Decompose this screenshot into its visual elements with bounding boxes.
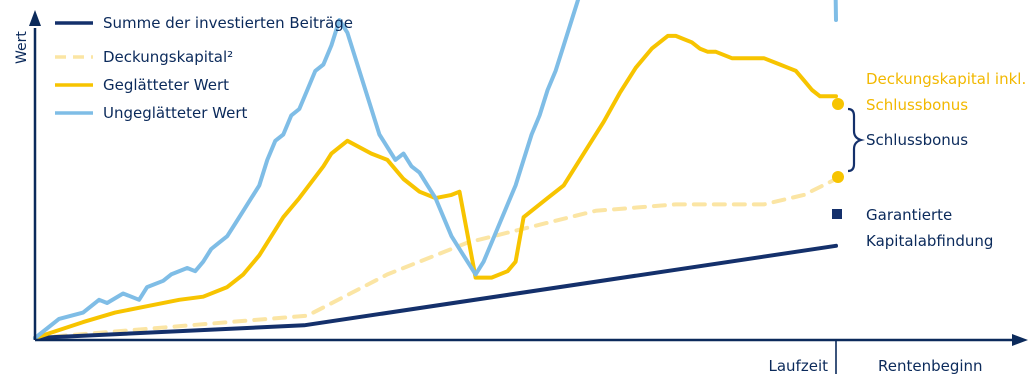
annotation-deckungskapital-inkl-line2: Schlussbonus: [866, 96, 968, 114]
legend-label-geglaettet: Geglätteter Wert: [103, 76, 229, 94]
legend-item-geglaettet: Geglätteter Wert: [55, 76, 229, 94]
legend-item-ungeglaettet: Ungeglätteter Wert: [55, 104, 248, 122]
series-line-ungeglätteter-wert: [33, 0, 838, 340]
legend-item-deckungskapital: Deckungskapital²: [55, 48, 233, 66]
y-axis-arrow: [29, 10, 41, 26]
end-annotations: Deckungskapital inkl. Schlussbonus Schlu…: [832, 70, 1026, 250]
end-dot-lower: [832, 171, 844, 183]
legend: Summe der investierten Beiträge Deckungs…: [55, 14, 353, 122]
legend-label-deckungskapital: Deckungskapital²: [103, 48, 233, 66]
x-label-rentenbeginn: Rentenbeginn: [878, 357, 983, 374]
x-tick-label-laufzeit: Laufzeit: [769, 357, 829, 374]
series-line-deckungskapital: [33, 177, 838, 340]
schlussbonus-brace: [847, 107, 865, 173]
legend-label-summe: Summe der investierten Beiträge: [103, 14, 353, 32]
guarantee-square: [832, 209, 842, 219]
annotation-schlussbonus: Schlussbonus: [866, 131, 968, 149]
x-axis-arrow: [1012, 334, 1028, 346]
legend-item-summe: Summe der investierten Beiträge: [55, 14, 353, 32]
axes: [29, 10, 1028, 374]
legend-label-ungeglaettet: Ungeglätteter Wert: [103, 104, 248, 122]
annotation-garantierte-line1: Garantierte: [866, 206, 952, 224]
end-dot-upper: [832, 98, 844, 110]
annotation-deckungskapital-inkl-line1: Deckungskapital inkl.: [866, 70, 1026, 88]
series-line-summe-der-investierten-beiträge: [33, 243, 838, 340]
annotation-garantierte-line2: Kapitalabfindung: [866, 232, 993, 250]
y-axis-label: Wert: [14, 31, 30, 64]
series-line-geglätteter-wert: [33, 33, 838, 340]
series-layer: [33, 0, 838, 340]
